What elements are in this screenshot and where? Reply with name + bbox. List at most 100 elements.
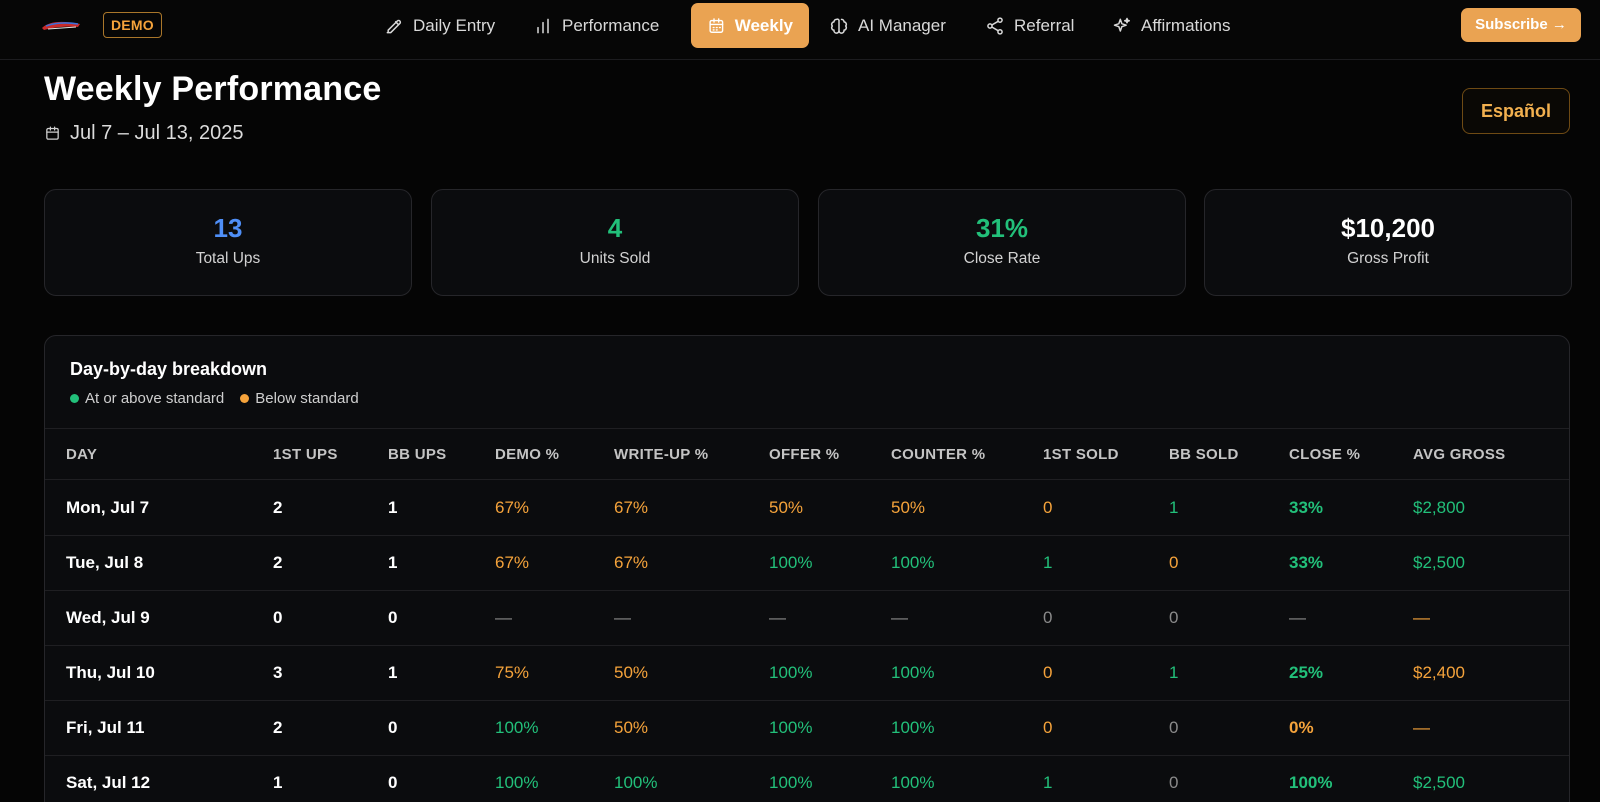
date-range: Jul 7 – Jul 13, 2025 [44, 122, 243, 145]
column-header-close-pct: CLOSE % [1289, 446, 1361, 463]
orange-dot-icon [240, 394, 250, 403]
nav-daily-entry[interactable]: Daily Entry [368, 3, 511, 48]
table-row: Thu, Jul 10 3 1 75% 50% 100% 100% 0 1 25% $2,400 [45, 646, 1569, 701]
column-header-first-ups: 1ST UPS [273, 446, 338, 463]
table-row: Mon, Jul 7 2 1 67% 67% 50% 50% 0 1 33% $2,800 [45, 481, 1569, 536]
column-header-writeup-pct: WRITE-UP % [614, 446, 709, 463]
cell-offer-pct: — [769, 608, 786, 627]
stat-label: Total Ups [195, 250, 261, 267]
nav-weekly-label: Weekly [734, 15, 793, 35]
cell-offer-pct: 100% [769, 718, 813, 737]
stat-value: $10,200 [1341, 213, 1435, 243]
cell-writeup-pct: 67% [614, 553, 649, 572]
cell-first-sold: 1 [1043, 553, 1053, 572]
cell-first-sold: 0 [1043, 718, 1053, 737]
cell-close-pct: 33% [1289, 498, 1324, 517]
panel-title: Day-by-day breakdown [70, 359, 268, 379]
legend-label: At or above standard [85, 390, 225, 407]
stat-card-units-sold: 4 Units Sold [431, 189, 799, 296]
share-icon [987, 16, 1003, 35]
cell-first-sold: 0 [1043, 498, 1053, 517]
cell-day: Sat, Jul 12 [66, 773, 151, 792]
cell-demo-pct: 75% [495, 663, 530, 682]
cell-first-ups: 3 [273, 663, 283, 682]
column-header-avg-gross: AVG GROSS [1413, 446, 1506, 463]
demo-badge: DEMO [103, 12, 162, 38]
nav-performance[interactable]: Performance [517, 3, 675, 48]
sparkles-icon [1113, 17, 1130, 32]
cell-avg-gross: $2,500 [1413, 553, 1465, 572]
nav-affirmations-label: Affirmations [1141, 15, 1231, 35]
cell-bb-sold: 1 [1169, 498, 1179, 517]
table-header: DAY 1ST UPS BB UPS DEMO % WRITE-UP % OFFER % C… [45, 429, 1569, 480]
cell-day: Thu, Jul 10 [66, 663, 155, 682]
cell-bb-sold: 0 [1169, 608, 1179, 627]
cell-bb-sold: 0 [1169, 718, 1179, 737]
nav-ai-manager-label: AI Manager [858, 15, 946, 35]
cell-counter-pct: 100% [891, 553, 935, 572]
cell-avg-gross: $2,400 [1413, 663, 1465, 682]
stat-card-total-ups: 13 Total Ups [44, 189, 412, 296]
cell-counter-pct: 100% [891, 663, 935, 682]
stat-value: 31% [975, 213, 1029, 243]
cell-close-pct: 25% [1289, 663, 1324, 682]
cell-demo-pct: 100% [495, 773, 539, 792]
stat-value: 13 [213, 213, 243, 243]
language-toggle-button[interactable]: Español [1462, 88, 1570, 134]
stat-card-gross-profit: $10,200 Gross Profit [1204, 189, 1572, 296]
subscribe-button[interactable]: Subscribe → [1461, 8, 1581, 42]
cell-avg-gross: — [1413, 608, 1430, 627]
cell-close-pct: 33% [1289, 553, 1324, 572]
column-header-day: DAY [66, 446, 98, 463]
cell-first-ups: 2 [273, 718, 283, 737]
cell-close-pct: 0% [1289, 718, 1314, 737]
cell-offer-pct: 100% [769, 553, 813, 572]
cell-demo-pct: 67% [495, 498, 530, 517]
pencil-icon [386, 19, 402, 33]
cell-day: Wed, Jul 9 [66, 608, 150, 627]
cell-avg-gross: $2,500 [1413, 773, 1465, 792]
cell-writeup-pct: 50% [614, 718, 649, 737]
day-breakdown-panel: Day-by-day breakdown At or above standar… [44, 335, 1570, 802]
cell-bb-ups: 0 [388, 773, 398, 792]
brain-icon [830, 17, 848, 34]
cell-bb-ups: 0 [388, 718, 398, 737]
cell-day: Fri, Jul 11 [66, 718, 145, 737]
cell-day: Mon, Jul 7 [66, 498, 150, 517]
cell-counter-pct: — [891, 608, 908, 627]
column-header-bb-ups: BB UPS [388, 446, 447, 463]
legend-label: Below standard [255, 390, 359, 407]
nav-affirmations[interactable]: Affirmations [1096, 3, 1246, 48]
cell-writeup-pct: 100% [614, 773, 658, 792]
stat-label: Close Rate [963, 250, 1041, 267]
cell-first-sold: 1 [1043, 773, 1053, 792]
cell-first-sold: 0 [1043, 608, 1053, 627]
nav-referral-label: Referral [1014, 15, 1075, 35]
stat-label: Gross Profit [1347, 250, 1429, 267]
cell-demo-pct: 100% [495, 718, 539, 737]
cell-demo-pct: — [495, 608, 512, 627]
cell-avg-gross: $2,800 [1413, 498, 1465, 517]
legend-item-above: At or above standard [70, 390, 224, 407]
column-header-offer-pct: OFFER % [769, 446, 840, 463]
cell-counter-pct: 100% [891, 718, 935, 737]
cell-bb-ups: 1 [388, 663, 398, 682]
bar-chart-icon [537, 18, 549, 33]
green-dot-icon [70, 394, 79, 403]
legend: At or above standard Below standard [70, 390, 359, 407]
cell-first-ups: 2 [273, 498, 283, 517]
brand-logo[interactable] [40, 17, 82, 33]
cell-bb-ups: 1 [388, 498, 398, 517]
stat-label: Units Sold [579, 250, 651, 267]
nav-referral[interactable]: Referral [969, 3, 1090, 48]
cell-first-ups: 2 [273, 553, 283, 572]
cell-first-ups: 0 [273, 608, 283, 627]
top-navbar: DEMO Daily Entry Performance Weekly AI M… [0, 0, 1600, 60]
legend-item-below: Below standard [240, 390, 359, 407]
nav-performance-label: Performance [562, 15, 660, 35]
column-header-demo-pct: DEMO % [495, 446, 560, 463]
nav-weekly[interactable]: Weekly [691, 3, 809, 48]
nav-ai-manager[interactable]: AI Manager [813, 3, 962, 48]
cell-bb-ups: 0 [388, 608, 398, 627]
cell-close-pct: — [1289, 608, 1306, 627]
